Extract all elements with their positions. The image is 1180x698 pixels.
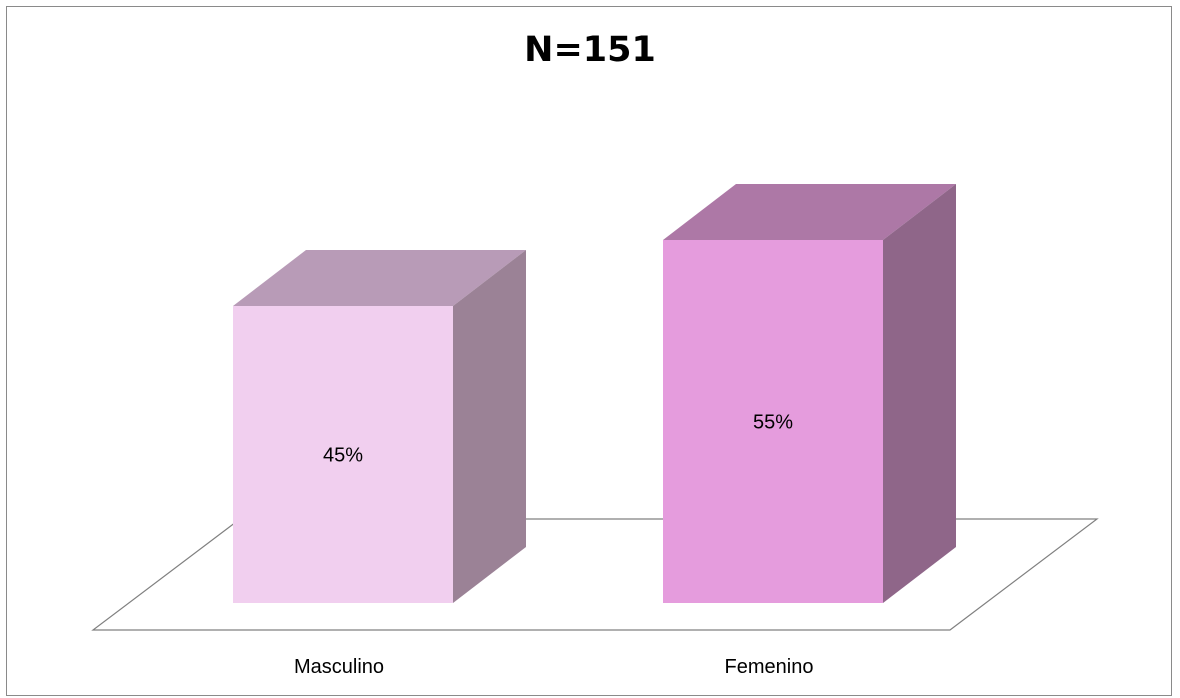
bar-masculino-value-label: 45% [323, 445, 363, 467]
bar-masculino-front [233, 306, 453, 603]
bar-femenino-top [663, 184, 956, 240]
bar-femenino-value-label: 55% [753, 412, 793, 434]
bar-femenino-front [663, 240, 883, 603]
category-label-femenino: Femenino [725, 656, 814, 678]
category-label-masculino: Masculino [294, 656, 384, 678]
bar-masculino-side [453, 250, 526, 603]
chart-title: N=151 [524, 30, 656, 70]
bar-femenino-group: 55% [663, 184, 956, 603]
bar-masculino-top [233, 250, 526, 306]
bar-femenino-side [883, 184, 956, 603]
bar-masculino-group: 45% [233, 250, 526, 603]
